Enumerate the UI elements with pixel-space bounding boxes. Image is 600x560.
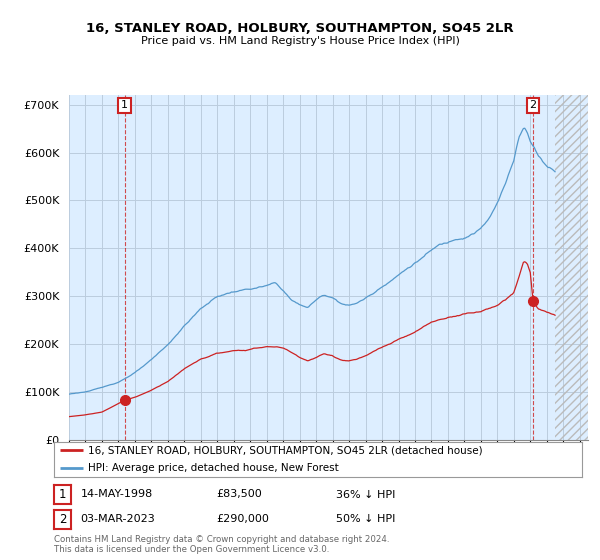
- Text: 16, STANLEY ROAD, HOLBURY, SOUTHAMPTON, SO45 2LR (detached house): 16, STANLEY ROAD, HOLBURY, SOUTHAMPTON, …: [88, 445, 483, 455]
- Text: 36% ↓ HPI: 36% ↓ HPI: [336, 489, 395, 500]
- Text: 2: 2: [59, 512, 66, 526]
- Text: 2: 2: [530, 100, 536, 110]
- Text: Contains HM Land Registry data © Crown copyright and database right 2024.
This d: Contains HM Land Registry data © Crown c…: [54, 535, 389, 554]
- Bar: [555, 95, 588, 440]
- Text: £83,500: £83,500: [216, 489, 262, 500]
- Text: 1: 1: [121, 100, 128, 110]
- Bar: [555, 95, 588, 440]
- Text: 14-MAY-1998: 14-MAY-1998: [80, 489, 152, 500]
- Text: 16, STANLEY ROAD, HOLBURY, SOUTHAMPTON, SO45 2LR: 16, STANLEY ROAD, HOLBURY, SOUTHAMPTON, …: [86, 22, 514, 35]
- Text: 1: 1: [59, 488, 66, 501]
- Text: Price paid vs. HM Land Registry's House Price Index (HPI): Price paid vs. HM Land Registry's House …: [140, 36, 460, 46]
- Text: £290,000: £290,000: [216, 514, 269, 524]
- Text: HPI: Average price, detached house, New Forest: HPI: Average price, detached house, New …: [88, 464, 339, 473]
- Text: 03-MAR-2023: 03-MAR-2023: [80, 514, 155, 524]
- Text: 50% ↓ HPI: 50% ↓ HPI: [336, 514, 395, 524]
